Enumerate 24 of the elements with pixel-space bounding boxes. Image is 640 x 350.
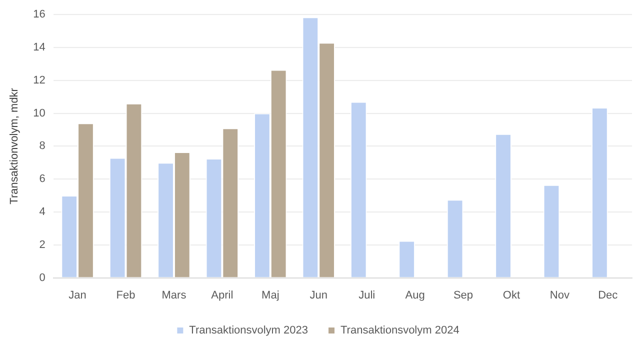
x-tick-label: Juli — [358, 289, 376, 302]
x-tick-label: Jan — [68, 289, 86, 302]
x-tick-label: Aug — [405, 289, 425, 302]
x-tick-label: Feb — [116, 289, 136, 302]
y-tick-label: 16 — [33, 8, 46, 21]
y-tick-label: 4 — [39, 206, 46, 218]
y-tick-label: 2 — [39, 238, 46, 251]
y-tick-label: 8 — [39, 140, 46, 152]
x-tick-label: Okt — [502, 289, 520, 302]
y-tick-label: 6 — [39, 173, 46, 186]
x-tick-label: Sep — [453, 289, 474, 302]
legend-label: Transaktionsvolym 2023 — [189, 324, 308, 337]
x-tick-label: Jun — [310, 289, 328, 302]
y-axis-title: Transaktionvolym, mdkr — [8, 88, 21, 204]
x-tick-label: Maj — [262, 289, 280, 302]
legend-label: Transaktionsvolym 2024 — [340, 324, 460, 337]
y-tick-label: 14 — [33, 42, 46, 54]
y-tick-label: 10 — [33, 107, 46, 120]
x-tick-label: Nov — [550, 289, 570, 302]
x-tick-label: April — [211, 289, 234, 302]
y-tick-label: 12 — [33, 74, 46, 86]
y-tick-label: 0 — [39, 272, 46, 284]
x-tick-label: Dec — [598, 289, 618, 302]
x-tick-label: Mars — [162, 289, 187, 302]
